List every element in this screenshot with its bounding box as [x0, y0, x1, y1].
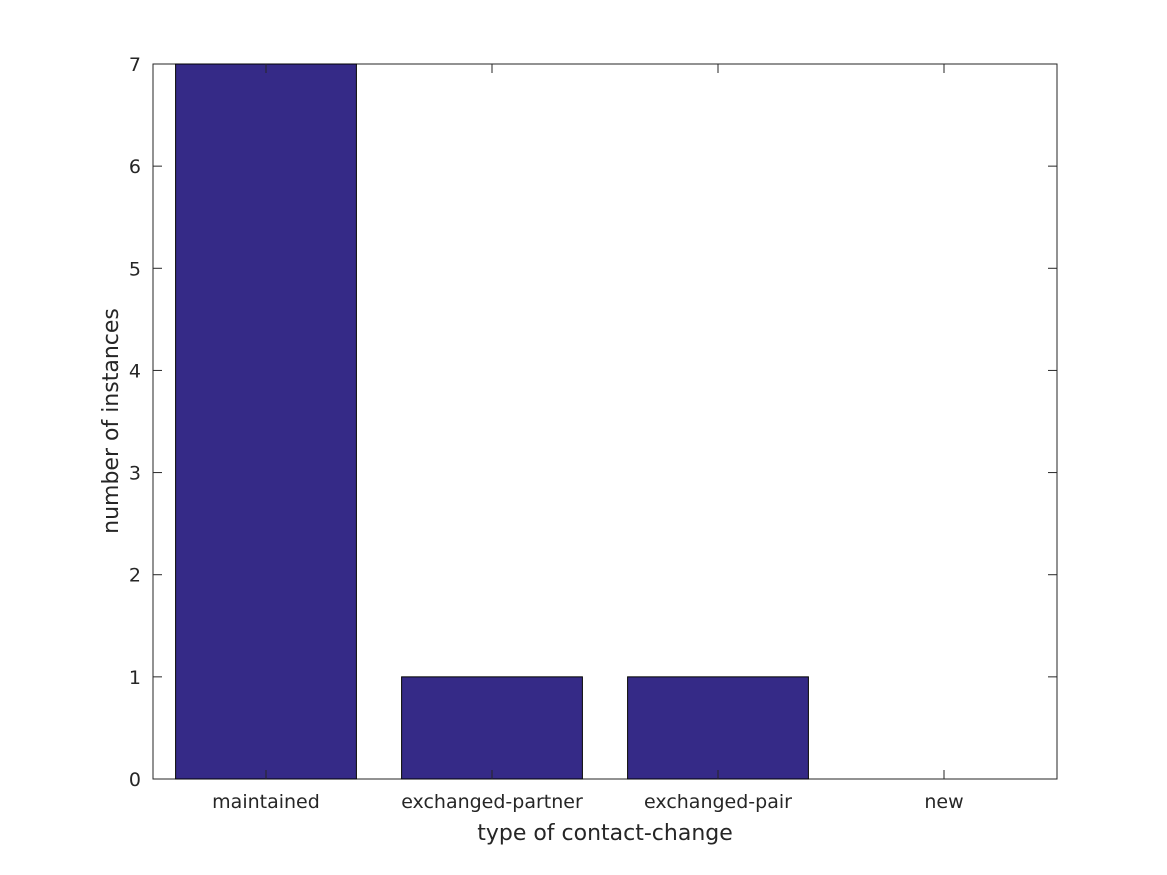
- y-tick-label: 4: [129, 360, 141, 382]
- x-axis-title: type of contact-change: [477, 821, 733, 846]
- y-tick-label: 3: [129, 463, 141, 485]
- x-tick-label: maintained: [212, 791, 320, 813]
- x-tick-label: new: [924, 791, 963, 813]
- bar-maintained: [175, 63, 357, 780]
- x-tick-label: exchanged-partner: [401, 791, 583, 813]
- x-axis-ticks: maintained exchanged-partner exchanged-pai…: [212, 64, 964, 813]
- bar-exchanged-pair: [627, 676, 809, 780]
- x-tick-label: exchanged-pair: [644, 791, 792, 813]
- y-axis-title: number of instances: [99, 308, 124, 534]
- y-tick-label: 7: [129, 54, 141, 76]
- y-tick-label: 6: [129, 156, 141, 178]
- plot-area-frame: [152, 63, 1058, 780]
- bars-layer: [175, 63, 809, 780]
- bar-exchanged-partner: [401, 676, 583, 780]
- y-axis-ticks: 0 1 2 3 4 5 6 7: [129, 54, 1057, 791]
- y-tick-label: 2: [129, 565, 141, 587]
- y-tick-label: 0: [129, 769, 141, 791]
- y-tick-label: 5: [129, 258, 141, 280]
- y-tick-label: 1: [129, 667, 141, 689]
